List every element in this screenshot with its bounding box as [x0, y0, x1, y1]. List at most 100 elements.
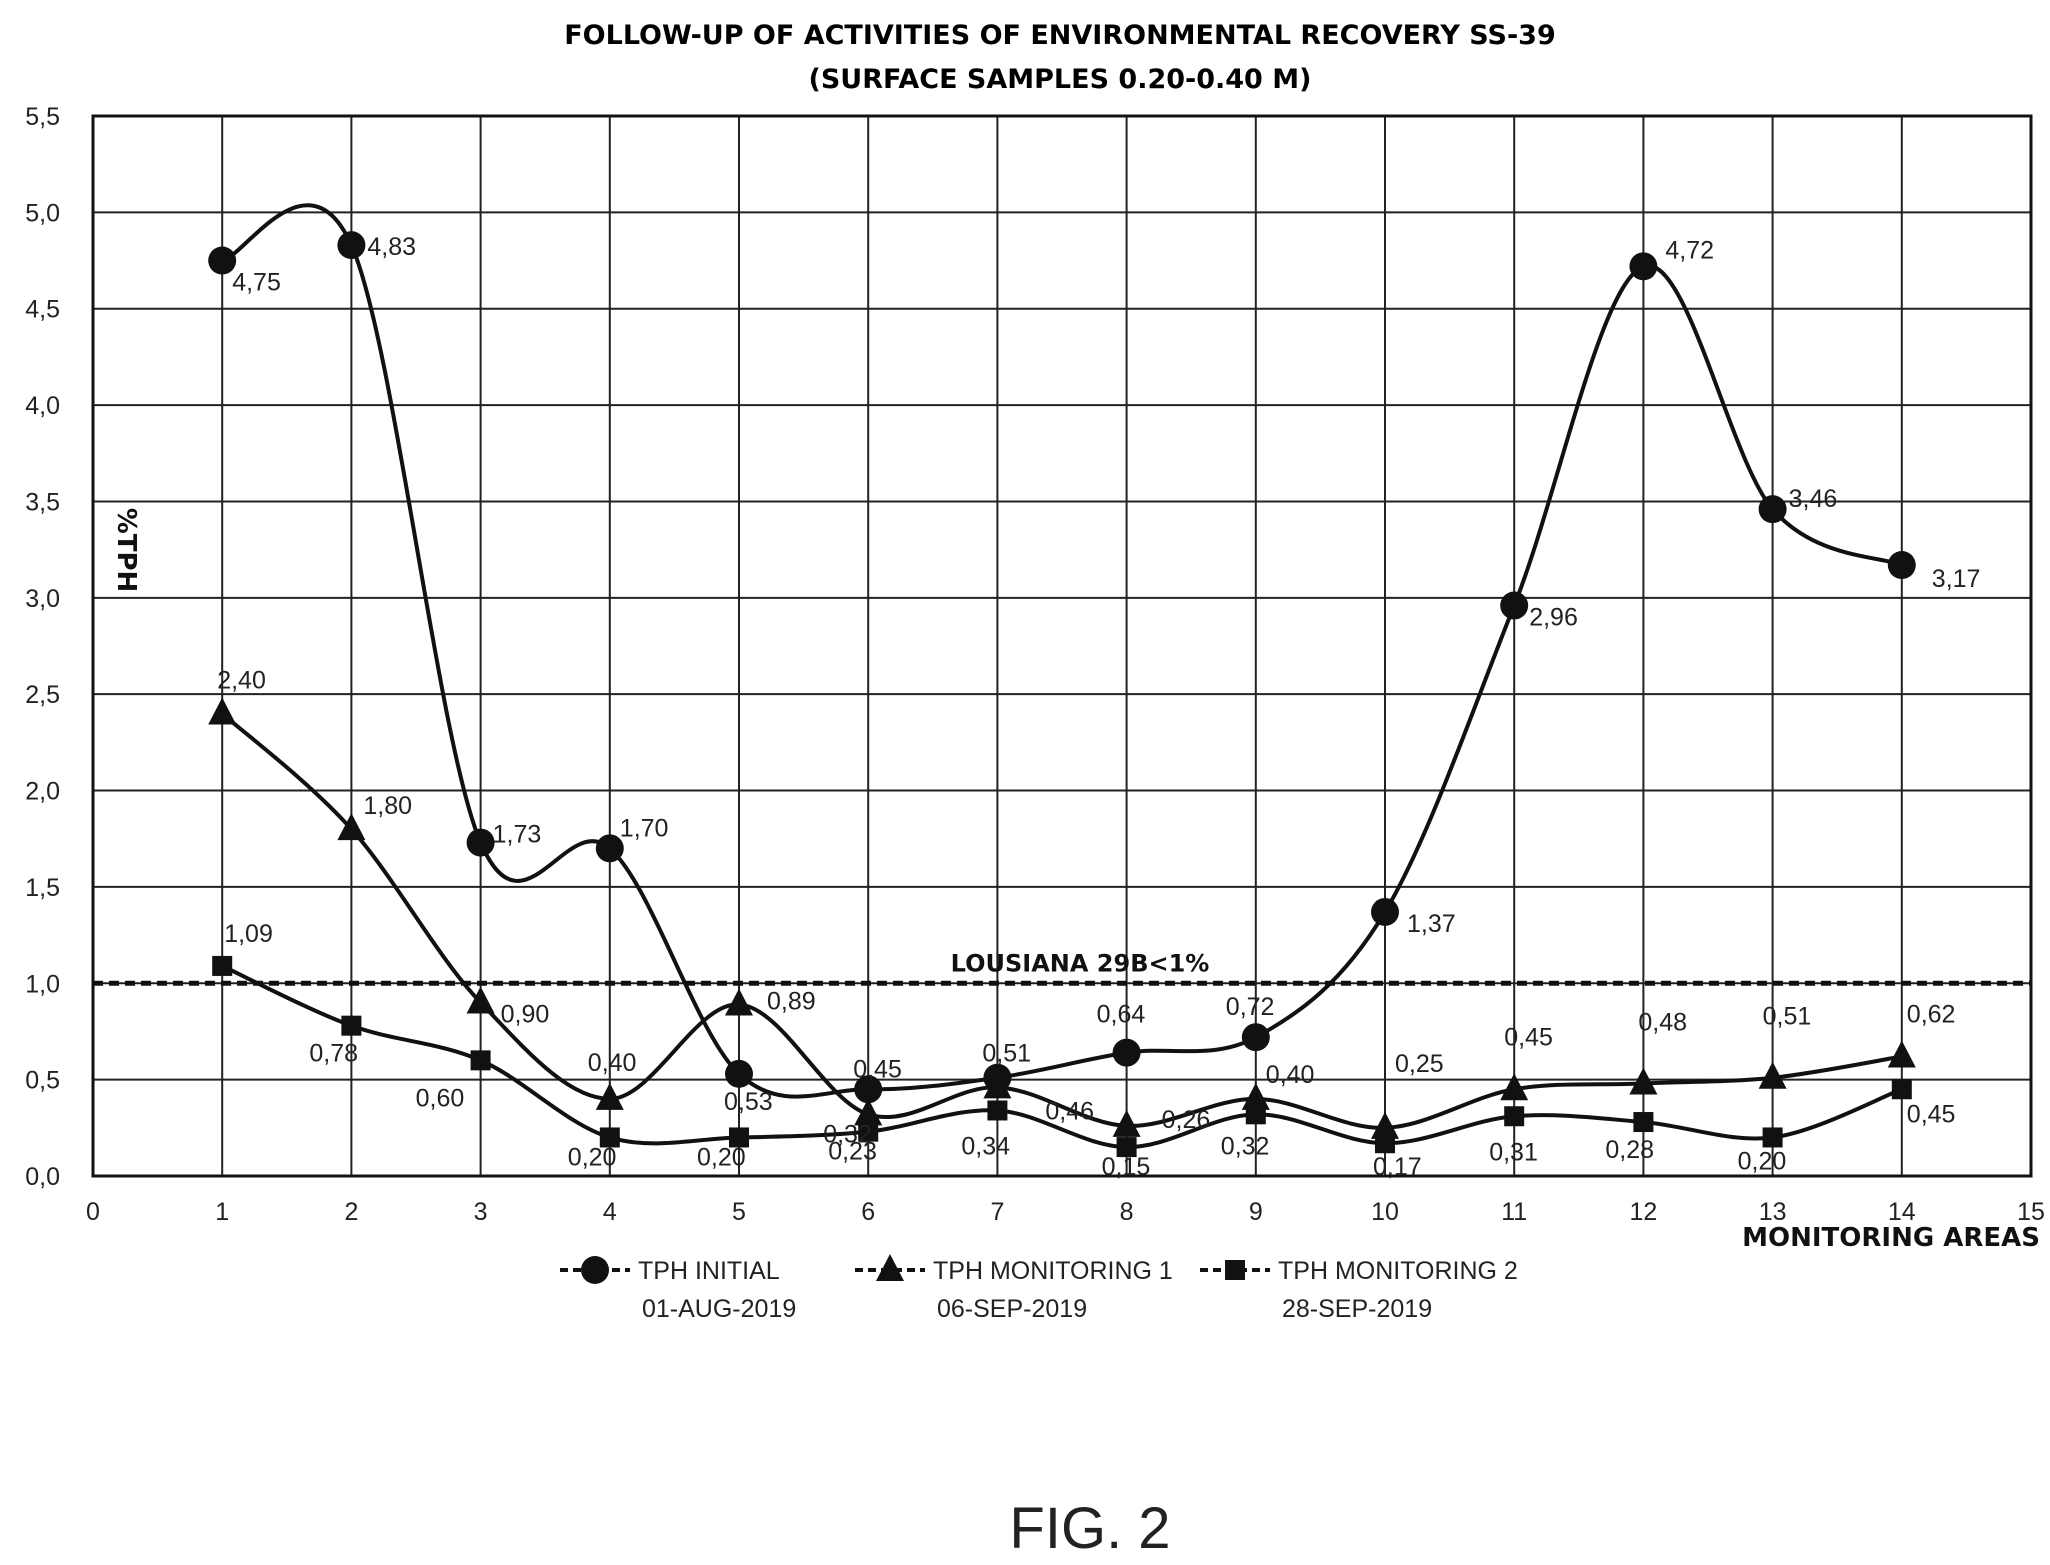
series-2-data-label: 0,34	[961, 1132, 1010, 1160]
series-1-point-8	[1241, 1082, 1270, 1110]
series-2-point-7	[1116, 1137, 1137, 1158]
series-1-data-label: 0,32	[823, 1120, 872, 1148]
x-tick-label: 1	[215, 1198, 229, 1226]
series-2-data-label: 0,31	[1489, 1138, 1538, 1166]
series-2-data-label: 0,20	[568, 1143, 617, 1171]
series-1-data-label: 0,25	[1395, 1050, 1444, 1078]
series-0-point-8	[1241, 1023, 1270, 1052]
series-2-point-13	[1891, 1079, 1912, 1100]
series-0-point-0	[208, 246, 237, 275]
series-1-data-label: 0,46	[1045, 1097, 1094, 1125]
y-tick-label: 3,0	[25, 585, 60, 613]
chart-title: FOLLOW-UP OF ACTIVITIES OF ENVIRONMENTAL…	[564, 20, 1556, 51]
x-tick-label: 6	[861, 1198, 875, 1226]
series-2-point-9	[1375, 1133, 1395, 1154]
series-2-point-5	[858, 1121, 879, 1142]
series-line-0	[221, 203, 1903, 1099]
series-2-point-10	[1504, 1106, 1525, 1127]
series-1-data-label: 0,40	[588, 1049, 637, 1077]
series-1-point-2	[466, 986, 495, 1014]
series-1-point-12	[1758, 1061, 1787, 1089]
series-1-point-0	[208, 697, 237, 725]
legend-entry-name: TPH MONITORING 2	[1278, 1257, 1518, 1285]
series-0-data-label: 0,64	[1097, 1001, 1146, 1029]
x-tick-label: 13	[1759, 1198, 1787, 1226]
series-group	[208, 203, 1916, 1158]
x-tick-label: 7	[990, 1198, 1004, 1226]
series-0-point-7	[1112, 1038, 1141, 1067]
legend-entry-name: TPH INITIAL	[638, 1257, 780, 1285]
series-1-data-label: 2,40	[217, 666, 266, 694]
x-tick-label: 10	[1371, 1198, 1399, 1226]
y-tick-label: 4,5	[25, 296, 60, 324]
x-tick-label: 3	[474, 1198, 488, 1226]
series-2-point-1	[341, 1015, 362, 1036]
series-2-data-label: 0,28	[1605, 1136, 1654, 1164]
x-tick-label: 5	[732, 1198, 746, 1226]
legend-entry-date: 28-SEP-2019	[1282, 1295, 1432, 1323]
series-2-data-label: 0,20	[697, 1143, 746, 1171]
series-2-point-4	[729, 1127, 749, 1148]
series-2-data-label: 1,09	[224, 920, 273, 948]
series-1-data-label: 0,45	[1504, 1023, 1553, 1051]
series-2-point-2	[470, 1050, 491, 1071]
series-0-data-label: 3,17	[1932, 565, 1981, 593]
series-0-point-9	[1371, 897, 1399, 926]
series-2-point-0	[212, 955, 233, 976]
series-0-data-label: 4,72	[1665, 236, 1714, 264]
legend-marker-0	[581, 1256, 609, 1284]
series-0-data-label: 1,37	[1407, 910, 1456, 938]
series-2-data-label: 0,23	[828, 1138, 877, 1166]
series-0-point-4	[725, 1059, 753, 1088]
series-0-point-2	[466, 828, 495, 857]
x-tick-label: 9	[1249, 1198, 1263, 1226]
series-0-data-label: 1,73	[493, 821, 542, 849]
reference-line-group: LOUSIANA 29B<1%	[93, 949, 2031, 986]
series-0-point-12	[1758, 495, 1787, 524]
series-2-point-6	[987, 1100, 1008, 1121]
series-2-data-label: 0,32	[1221, 1132, 1270, 1160]
legend: TPH INITIAL 01-AUG-2019 TPH MONITORING 1 06…	[560, 1254, 1518, 1323]
series-0-data-label: 0,53	[724, 1088, 773, 1116]
series-2-point-3	[599, 1127, 620, 1148]
series-2-data-label: 0,45	[1907, 1100, 1956, 1128]
x-tick-label: 12	[1629, 1198, 1657, 1226]
x-tick-label: 4	[603, 1198, 617, 1226]
series-line-2	[221, 964, 1903, 1150]
series-1-data-label: 0,90	[501, 1001, 550, 1029]
x-tick-label: 2	[344, 1198, 358, 1226]
y-tick-label: 0,0	[25, 1163, 60, 1191]
series-1-point-11	[1629, 1067, 1658, 1095]
series-1-point-4	[725, 988, 753, 1016]
series-0-point-11	[1629, 252, 1658, 281]
y-tick-label: 5,5	[25, 103, 60, 131]
series-1-point-9	[1371, 1111, 1399, 1139]
x-tick-label: 14	[1888, 1198, 1916, 1226]
series-1-point-10	[1500, 1073, 1529, 1101]
series-2-data-label: 0,15	[1102, 1153, 1151, 1181]
x-axis-label: MONITORING AREAS	[1742, 1223, 2040, 1253]
series-1-data-label: 0,51	[1763, 1003, 1812, 1031]
series-1-point-3	[595, 1082, 624, 1110]
legend-entry-date: 06-SEP-2019	[937, 1295, 1087, 1323]
series-0-data-label: 2,96	[1529, 604, 1578, 632]
y-tick-label: 4,0	[25, 392, 60, 420]
series-0-data-label: 0,45	[853, 1055, 902, 1083]
series-1-data-label: 0,62	[1907, 1001, 1956, 1029]
y-tick-label: 2,0	[25, 778, 60, 806]
figure-label: FIG. 2	[1009, 1496, 1170, 1561]
x-tick-label: 0	[86, 1198, 100, 1226]
legend-marker-2	[1225, 1260, 1245, 1280]
series-0-data-label: 0,51	[982, 1040, 1031, 1068]
chart-subtitle: (SURFACE SAMPLES 0.20-0.40 M)	[809, 64, 1312, 95]
series-0-data-label: 4,83	[367, 233, 416, 261]
series-0-point-10	[1500, 591, 1529, 620]
series-2-point-11	[1633, 1112, 1654, 1133]
series-1-point-5	[854, 1098, 883, 1126]
series-0-data-label: 1,70	[620, 814, 669, 842]
series-0-data-label: 0,72	[1226, 993, 1275, 1021]
reference-line-label: LOUSIANA 29B<1%	[951, 949, 1210, 977]
series-0-data-label: 4,75	[232, 269, 281, 297]
series-2-data-label: 0,60	[416, 1084, 465, 1112]
